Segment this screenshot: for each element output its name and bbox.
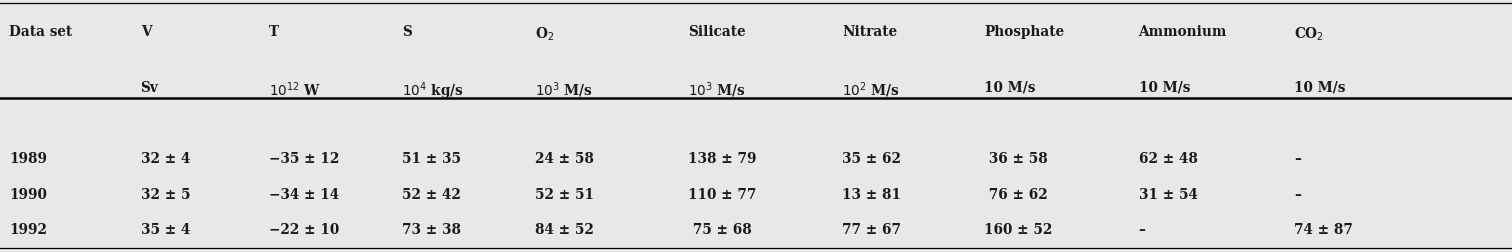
Text: T: T [269, 25, 280, 39]
Text: 32 ± 4: 32 ± 4 [141, 152, 191, 167]
Text: 10 M/s: 10 M/s [1139, 81, 1190, 95]
Text: V: V [141, 25, 151, 39]
Text: 51 ± 35: 51 ± 35 [402, 152, 461, 167]
Text: 74 ± 87: 74 ± 87 [1294, 223, 1353, 237]
Text: 160 ± 52: 160 ± 52 [984, 223, 1052, 237]
Text: 32 ± 5: 32 ± 5 [141, 188, 191, 202]
Text: 77 ± 67: 77 ± 67 [842, 223, 901, 237]
Text: O$_2$: O$_2$ [535, 25, 555, 43]
Text: S: S [402, 25, 413, 39]
Text: –: – [1294, 152, 1302, 167]
Text: −35 ± 12: −35 ± 12 [269, 152, 340, 167]
Text: Data set: Data set [9, 25, 73, 39]
Text: −34 ± 14: −34 ± 14 [269, 188, 339, 202]
Text: Sv: Sv [141, 81, 159, 95]
Text: 35 ± 62: 35 ± 62 [842, 152, 901, 167]
Text: 10 M/s: 10 M/s [1294, 81, 1346, 95]
Text: 1989: 1989 [9, 152, 47, 167]
Text: 31 ± 54: 31 ± 54 [1139, 188, 1198, 202]
Text: 24 ± 58: 24 ± 58 [535, 152, 594, 167]
Text: 10 M/s: 10 M/s [984, 81, 1036, 95]
Text: $10^{4}$ kg/s: $10^{4}$ kg/s [402, 81, 464, 102]
Text: 35 ± 4: 35 ± 4 [141, 223, 191, 237]
Text: Nitrate: Nitrate [842, 25, 897, 39]
Text: 52 ± 51: 52 ± 51 [535, 188, 594, 202]
Text: −22 ± 10: −22 ± 10 [269, 223, 339, 237]
Text: –: – [1294, 188, 1302, 202]
Text: 73 ± 38: 73 ± 38 [402, 223, 461, 237]
Text: Phosphate: Phosphate [984, 25, 1064, 39]
Text: CO$_2$: CO$_2$ [1294, 25, 1325, 43]
Text: –: – [1139, 223, 1146, 237]
Text: $10^{3}$ M/s: $10^{3}$ M/s [535, 81, 593, 100]
Text: 13 ± 81: 13 ± 81 [842, 188, 901, 202]
Text: $10^{2}$ M/s: $10^{2}$ M/s [842, 81, 900, 100]
Text: 76 ± 62: 76 ± 62 [984, 188, 1048, 202]
Text: 84 ± 52: 84 ± 52 [535, 223, 594, 237]
Text: $10^{12}$ W: $10^{12}$ W [269, 81, 322, 99]
Text: 110 ± 77: 110 ± 77 [688, 188, 756, 202]
Text: 1990: 1990 [9, 188, 47, 202]
Text: 1992: 1992 [9, 223, 47, 237]
Text: 138 ± 79: 138 ± 79 [688, 152, 756, 167]
Text: 52 ± 42: 52 ± 42 [402, 188, 461, 202]
Text: $10^{3}$ M/s: $10^{3}$ M/s [688, 81, 745, 100]
Text: 62 ± 48: 62 ± 48 [1139, 152, 1198, 167]
Text: Ammonium: Ammonium [1139, 25, 1226, 39]
Text: 36 ± 58: 36 ± 58 [984, 152, 1048, 167]
Text: Silicate: Silicate [688, 25, 745, 39]
Text: 75 ± 68: 75 ± 68 [688, 223, 751, 237]
